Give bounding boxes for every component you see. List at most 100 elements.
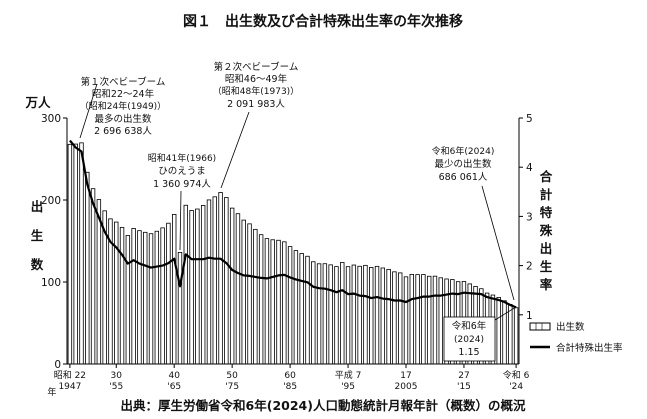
x-tick-era-2024: 令和 6 [503,369,530,381]
births-bar-1978 [247,223,252,365]
left-tick-label-100: 100 [41,277,61,289]
births-bar-2024 [513,307,519,365]
legend-births-swatch [529,322,551,331]
x-tick-year-1985: '85 [283,382,297,392]
boom1-line-1: 第１次ベビーブーム [81,76,166,88]
x-tick-era-2005: 17 [400,371,411,381]
left-y-ticks: 0 100 200 300 [41,113,67,371]
births-bar-1996 [351,264,357,365]
births-bar-1958 [131,228,136,365]
latest-line-1: 令和6年(2024) [432,145,495,157]
x-tick-year-1947: 1947 [58,382,81,392]
births-bar-1985 [287,246,293,365]
births-bar-2006 [409,273,414,365]
births-bar-1988 [305,255,310,365]
births-bar-1974 [224,197,229,365]
latest-rate-box [443,316,496,362]
hinoeuma-line-2: ひのえうま [158,166,206,177]
births-bar-1984 [282,241,287,365]
x-tick-era-1955: 30 [111,371,123,381]
fertility-rate-line [69,139,517,309]
annotation-hinoeuma: 昭和41年(1966) ひのえうま 1 360 974人 [148,152,216,251]
left-tick-label-0: 0 [54,359,61,371]
births-bar-1982 [270,239,275,365]
births-bar-1986 [293,250,299,365]
right-axis-label-4: 殊 [539,223,553,238]
left-tick-label-200: 200 [41,195,61,207]
x-tick-era-2015: 27 [458,371,469,381]
right-axis-label-3: 特 [540,205,553,220]
births-bar-1967 [183,204,188,365]
births-bar-1983 [276,239,281,365]
right-axis-label-5: 出 [540,241,553,256]
legend-rate-label: 合計特殊出生率 [556,342,623,354]
latest-rate-line-2: (2024) [454,335,484,345]
x-tick-era-1947: 昭和 22 [54,370,86,381]
births-bar-1952 [96,199,102,365]
births-bar-1981 [264,238,270,365]
x-tick-year-2005: 2005 [395,382,418,392]
x-tick-year-1975: '75 [225,382,239,392]
x-tick-era-1985: 60 [284,371,296,381]
births-bar-2004 [398,272,403,365]
births-bar-2011 [438,277,443,365]
right-tick-label-5: 5 [526,113,533,125]
births-bar-1949 [79,142,84,365]
births-bar-1997 [357,265,362,365]
x-tick-year-2024: '24 [509,382,523,392]
latest-rate-pointer [494,306,517,321]
births-bar-2021 [496,297,501,365]
births-bar-1959 [137,230,142,365]
births-bar-1963 [160,227,165,365]
x-tick-era-1975: 50 [226,371,238,381]
left-tick-label-300: 300 [41,113,61,125]
births-bar-1999 [369,267,374,365]
right-tick-label-1: 1 [526,310,533,322]
legend: 出生数 合計特殊出生率 [529,321,623,354]
births-bar-1976 [235,213,241,365]
hinoeuma-pointer [179,190,182,251]
births-bar-1965 [172,214,177,365]
births-bar-1948 [73,143,78,365]
births-bar-1960 [143,231,148,365]
latest-line-3: 686 061人 [439,172,488,183]
boom1-line-4: 最多の出生数 [94,113,152,125]
births-bar-1955 [114,221,119,365]
births-bar-1992 [328,264,333,365]
births-bar-1995 [345,266,351,365]
births-bar-1990 [316,263,322,365]
births-bar-1956 [119,227,125,365]
births-bar-2022 [502,300,507,365]
x-tick-year-2015: '15 [457,382,471,392]
legend-births-label: 出生数 [556,321,585,333]
births-bar-1973 [218,192,223,365]
right-axis-label-6: 生 [540,259,553,274]
births-bar-1970 [200,205,206,365]
left-axis-label-2: 生 [31,228,44,243]
left-axis-label-3: 数 [30,257,44,272]
births-bar-2007 [415,274,420,365]
births-bar-1968 [189,210,194,365]
boom1-line-5: 2 696 638人 [94,126,152,137]
axes [66,118,520,365]
right-tick-label-3: 3 [526,211,533,223]
boom1-line-2: 昭和22～24年 [92,88,155,100]
latest-rate-line-1: 令和6年 [452,320,487,332]
hinoeuma-line-1: 昭和41年(1966) [148,152,216,164]
births-bar-2002 [386,268,391,365]
x-tick-era-1965: 40 [168,371,180,381]
annotation-boom2: 第２次ベビーブーム 昭和46～49年 （昭和48年(1973)） 2 091 9… [213,61,299,189]
right-axis-label-2: 計 [540,187,553,202]
births-bar-1947 [67,143,73,365]
births-bar-2001 [380,267,386,365]
births-bar-1987 [299,253,304,365]
left-axis-unit: 万人 [24,95,51,110]
births-bar-1975 [229,207,235,365]
births-bar-1977 [241,219,246,365]
boom2-line-3: （昭和48年(1973)） [213,85,299,97]
births-bar-1998 [363,264,368,365]
x-tick-era-1995: 平成 7 [335,369,362,381]
births-bar-1964 [166,222,171,365]
